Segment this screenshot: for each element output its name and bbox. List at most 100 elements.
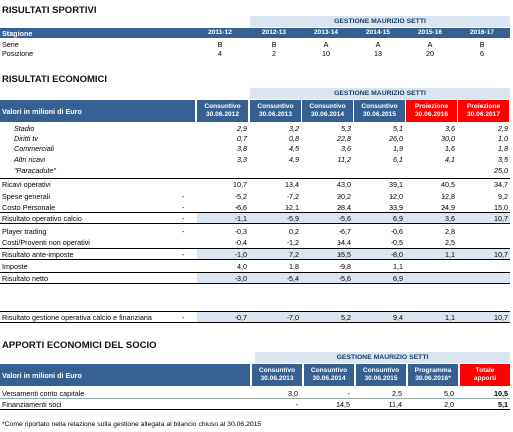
cell-value: 12,8 (441, 192, 455, 201)
negative-sign: - (443, 192, 446, 201)
column-header-line2: 30.06.2016 (414, 111, 448, 118)
row-label: Costo Personale (2, 203, 56, 212)
cell-value: 5,6 (341, 214, 351, 223)
column-header-red: Proiezione 30.06.2016 (406, 100, 457, 122)
row-divider (0, 212, 510, 213)
cell-value: 34,7 (494, 180, 508, 189)
column-header-line2: 30.06.2016* (415, 375, 451, 382)
cell-value: A (323, 40, 329, 49)
row-label: Commerciali (14, 144, 54, 153)
cell-value: 7,0 (289, 313, 299, 322)
negative-sign: - (339, 274, 342, 283)
negative-sign: - (182, 227, 185, 236)
negative-sign: - (235, 227, 238, 236)
row-label: Versamenti conto capitale (2, 389, 85, 398)
cell-value: 2,5 (445, 238, 455, 247)
cell-value: 6,7 (341, 227, 351, 236)
column-header-blue: Consuntivo 30.06.2013 (250, 100, 301, 122)
cell-value: 2,5 (392, 389, 402, 398)
negative-sign: - (287, 313, 290, 322)
cell-value: 9,4 (393, 313, 403, 322)
cell-value: 15,0 (494, 203, 508, 212)
column-header-line2: 30.06.2015 (362, 111, 396, 118)
row-divider (0, 322, 510, 323)
cell-value: 12,1 (285, 203, 299, 212)
row-label: "Paracadute" (14, 166, 56, 175)
column-header-line1: Consuntivo (362, 367, 400, 374)
negative-sign: - (339, 227, 342, 236)
cell-value: 0,4 (237, 238, 247, 247)
row-label: Serie (2, 40, 19, 49)
column-header-line1: Consuntivo (258, 367, 296, 374)
negative-sign: - (391, 203, 394, 212)
cell-value: 3,6 (445, 124, 455, 133)
cell-value: 1,6 (445, 144, 455, 153)
section-title-sportivi: RISULTATI SPORTIVI (2, 5, 97, 16)
row-divider (0, 178, 510, 179)
negative-sign: - (235, 274, 238, 283)
cell-value: 43,0 (337, 180, 351, 189)
cell-value: 11,2 (337, 155, 351, 164)
column-header-line1: Consuntivo (310, 367, 348, 374)
row-divider (0, 311, 510, 312)
negative-sign: - (287, 238, 290, 247)
row-divider (0, 259, 510, 260)
season-header: 2013-14 (313, 29, 339, 36)
cell-value: 5,1 (498, 400, 508, 409)
cell-value: 1,1 (445, 313, 455, 322)
row-label: Ricavi operativi (2, 180, 51, 189)
row-label: Spese generali (2, 192, 50, 201)
cell-value: 25,0 (494, 166, 508, 175)
cell-value: 30,0 (441, 134, 455, 143)
cell-value: 11,4 (388, 400, 402, 409)
season-header: 2012-13 (261, 29, 287, 36)
cell-value: 0,7 (237, 313, 247, 322)
sportivi-header-bar: Stagione (0, 28, 510, 38)
negative-sign: - (391, 227, 394, 236)
negative-sign: - (182, 313, 185, 322)
row-divider (0, 248, 510, 249)
cell-value: 3,3 (237, 155, 247, 164)
cell-value: 6 (480, 49, 484, 58)
sportivi-header-label: Stagione (2, 29, 33, 38)
cell-value: 13,4 (285, 180, 299, 189)
cell-value: 5,2 (341, 313, 351, 322)
row-divider (0, 409, 510, 410)
cell-value: 7,2 (289, 250, 299, 259)
column-header-blue: Consuntivo 30.06.2015 (354, 100, 405, 122)
negative-sign: - (339, 238, 342, 247)
cell-value: B (479, 40, 485, 49)
column-header-blue: Consuntivo 30.06.2014 (304, 364, 354, 386)
cell-value: 2,8 (445, 227, 455, 236)
cell-value: 8,0 (393, 250, 403, 259)
cell-value: 26,0 (389, 134, 403, 143)
cell-value: 4,0 (237, 262, 247, 271)
footnote: *Come riportato nella relazione sulla ge… (2, 421, 262, 428)
row-label: Risultato ante-imposte (2, 250, 74, 259)
cell-value: 4,5 (289, 144, 299, 153)
cell-value: 6,9 (393, 214, 403, 223)
row-shade (197, 273, 510, 283)
cell-value: 2,9 (237, 124, 247, 133)
row-label: Risultato operativo calcio (2, 214, 82, 223)
cell-value: 20,2 (337, 192, 351, 201)
band-gestione-sportivi: GESTIONE MAURIZIO SETTI (250, 16, 510, 27)
negative-sign: - (235, 313, 238, 322)
cell-value: 4,1 (445, 155, 455, 164)
cell-value: 2 (272, 49, 276, 58)
cell-value: 4,9 (289, 155, 299, 164)
cell-value: 3,8 (237, 144, 247, 153)
cell-value: 1,8 (498, 144, 508, 153)
cell-value: 20 (426, 49, 434, 58)
column-header-red: Proiezione 30.06.2017 (458, 100, 509, 122)
column-header-line2: 30.06.2014 (310, 111, 344, 118)
cell-value: 6,6 (237, 203, 247, 212)
cell-value: 10,5 (494, 389, 508, 398)
column-header-line2: 30.06.2015 (364, 375, 398, 382)
cell-value: 9,2 (498, 192, 508, 201)
row-label: Posizione (2, 49, 34, 58)
row-label: Finanziamenti soci (2, 400, 62, 409)
season-header: 2015-16 (417, 29, 443, 36)
cell-value: B (271, 40, 277, 49)
negative-sign: - (339, 192, 342, 201)
